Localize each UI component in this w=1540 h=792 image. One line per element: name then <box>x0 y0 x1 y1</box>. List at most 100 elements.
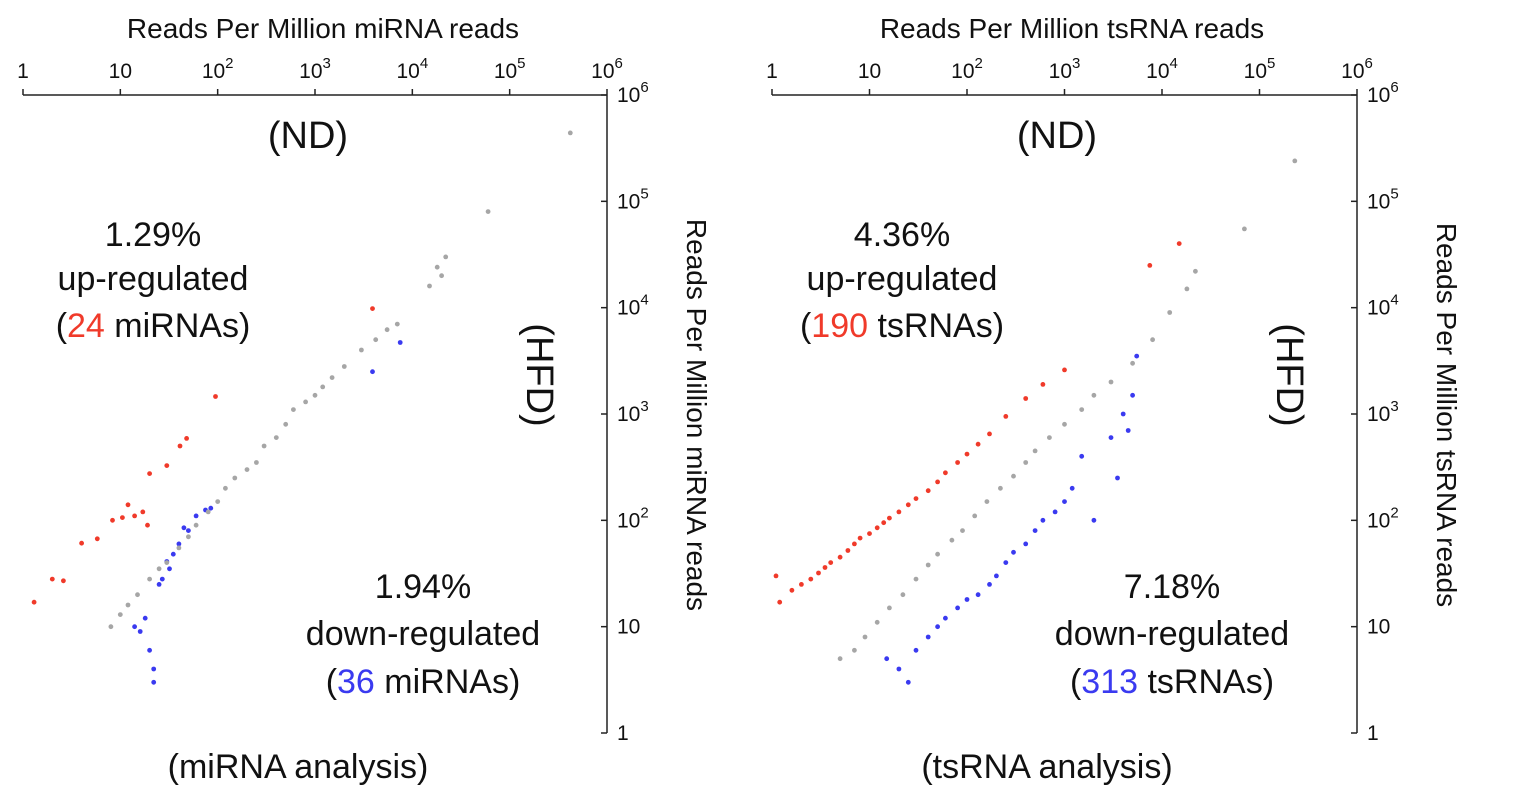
tsrna-y-tick-exponent: 5 <box>1390 185 1398 202</box>
tsrna-point-up <box>874 525 880 531</box>
mirna-point-unchanged <box>341 364 347 369</box>
tsrna-point-unchanged <box>1150 337 1155 343</box>
tsrna-point-down <box>925 634 931 640</box>
mirna-point-down <box>370 369 375 375</box>
mirna-point-unchanged <box>176 545 182 551</box>
mirna-point-unchanged <box>215 499 221 504</box>
mirna-point-up <box>132 513 138 519</box>
tsrna-point-up <box>1062 367 1067 373</box>
mirna-x-tick-label: 103 <box>299 55 331 83</box>
mirna-point-down <box>176 541 182 547</box>
tsrna-hfd-label: (HFD) <box>1268 323 1310 426</box>
tsrna-y-tick-exponent: 3 <box>1390 398 1398 415</box>
tsrna-point-unchanged <box>949 537 955 543</box>
mirna-point-unchanged <box>254 460 259 465</box>
mirna-point-unchanged <box>205 509 211 515</box>
tsrna-point-unchanged <box>1108 379 1114 385</box>
tsrna-y-ticks: 1 10 102 103 104 105 106 <box>1351 79 1399 745</box>
tsrna-point-down <box>1011 549 1016 555</box>
mirna-point-up <box>370 306 375 311</box>
tsrna-point-down <box>1052 509 1058 515</box>
tsrna-point-up <box>857 535 863 541</box>
tsrna-x-tick-label: 105 <box>1244 55 1276 83</box>
mirna-point-unchanged <box>186 534 191 540</box>
mirna-point-unchanged <box>394 321 400 327</box>
tsrna-point-down <box>1003 560 1009 565</box>
tsrna-point-down <box>1125 428 1131 433</box>
mirna-point-unchanged <box>434 264 440 270</box>
mirna-point-unchanged <box>108 624 114 630</box>
tsrna-point-unchanged <box>1011 473 1016 479</box>
mirna-point-down <box>159 576 165 582</box>
mirna-hfd-label: (HFD) <box>518 323 560 426</box>
mirna-x-tick-exponent: 4 <box>420 55 428 72</box>
tsrna-point-up <box>816 570 821 576</box>
tsrna-x-tick-label: 1 <box>766 60 778 83</box>
tsrna-point-unchanged <box>887 605 892 611</box>
tsrna-point-unchanged <box>1292 158 1298 164</box>
mirna-point-down <box>181 525 187 531</box>
mirna-point-unchanged <box>567 130 573 136</box>
tsrna-point-unchanged <box>935 551 940 557</box>
tsrna-caption: (tsRNA analysis) <box>921 748 1172 786</box>
mirna-y-tick-exponent: 5 <box>640 185 648 202</box>
mirna-x-tick-label: 104 <box>396 55 428 83</box>
tsrna-point-up <box>955 460 960 465</box>
mirna-y-tick-label: 104 <box>617 292 649 320</box>
tsrna-up-percent: 4.36% <box>854 216 950 254</box>
mirna-x-tick-exponent: 6 <box>615 55 623 72</box>
tsrna-point-unchanged <box>900 592 906 598</box>
tsrna-point-unchanged <box>1193 268 1198 274</box>
tsrna-y-tick-label: 102 <box>1367 504 1399 532</box>
tsrna-point-unchanged <box>913 576 919 582</box>
tsrna-point-down <box>896 666 902 672</box>
tsrna-point-down <box>913 647 919 653</box>
mirna-point-unchanged <box>384 327 390 333</box>
tsrna-point-down <box>964 597 970 602</box>
tsrna-point-unchanged <box>984 499 990 504</box>
mirna-point-up <box>213 394 218 399</box>
mirna-point-unchanged <box>291 407 296 412</box>
tsrna-point-up <box>852 541 857 547</box>
tsrna-point-unchanged <box>1091 392 1097 398</box>
tsrna-x-tick-exponent: 3 <box>1072 55 1080 72</box>
mirna-point-unchanged <box>273 435 279 440</box>
tsrna-up-count-number: 190 <box>811 307 868 345</box>
tsrna-x-tick-label: 104 <box>1146 55 1178 83</box>
mirna-point-unchanged <box>244 467 250 472</box>
mirna-point-down <box>132 624 138 630</box>
tsrna-point-unchanged <box>925 562 931 568</box>
mirna-point-down <box>186 528 191 533</box>
mirna-x-tick-label: 1 <box>17 60 29 83</box>
tsrna-x-tick-exponent: 4 <box>1170 55 1178 72</box>
mirna-x-ticks: 1 10 102 103 104 105 106 <box>17 55 623 95</box>
tsrna-point-up <box>925 488 931 494</box>
tsrna-point-up <box>773 573 779 579</box>
tsrna-point-up <box>975 441 981 447</box>
mirna-point-up <box>94 536 100 542</box>
tsrna-point-unchanged <box>1023 460 1029 465</box>
tsrna-point-up <box>943 470 948 476</box>
mirna-point-unchanged <box>125 602 131 608</box>
mirna-point-up <box>177 443 183 449</box>
tsrna-point-down <box>1134 353 1140 359</box>
mirna-point-up <box>31 599 37 605</box>
mirna-point-unchanged <box>147 576 153 582</box>
tsrna-y-tick-label: 105 <box>1367 185 1399 213</box>
mirna-point-down <box>193 513 199 519</box>
mirna-point-unchanged <box>261 443 267 449</box>
tsrna-down-count-number: 313 <box>1081 663 1138 701</box>
tsrna-point-down <box>994 573 999 579</box>
tsrna-point-up <box>987 431 992 437</box>
mirna-y-ticks: 1 10 102 103 104 105 106 <box>601 79 649 745</box>
tsrna-point-unchanged <box>972 513 978 519</box>
mirna-point-down <box>397 340 403 345</box>
tsrna-point-unchanged <box>1079 407 1085 412</box>
mirna-point-up <box>140 509 146 515</box>
tsrna-point-up <box>828 560 834 565</box>
tsrna-y-tick-label: 1 <box>1367 722 1379 745</box>
mirna-up-percent: 1.29% <box>105 216 201 254</box>
tsrna-point-up <box>964 451 970 457</box>
mirna-point-unchanged <box>156 566 162 572</box>
mirna-caption: (miRNA analysis) <box>168 748 429 786</box>
